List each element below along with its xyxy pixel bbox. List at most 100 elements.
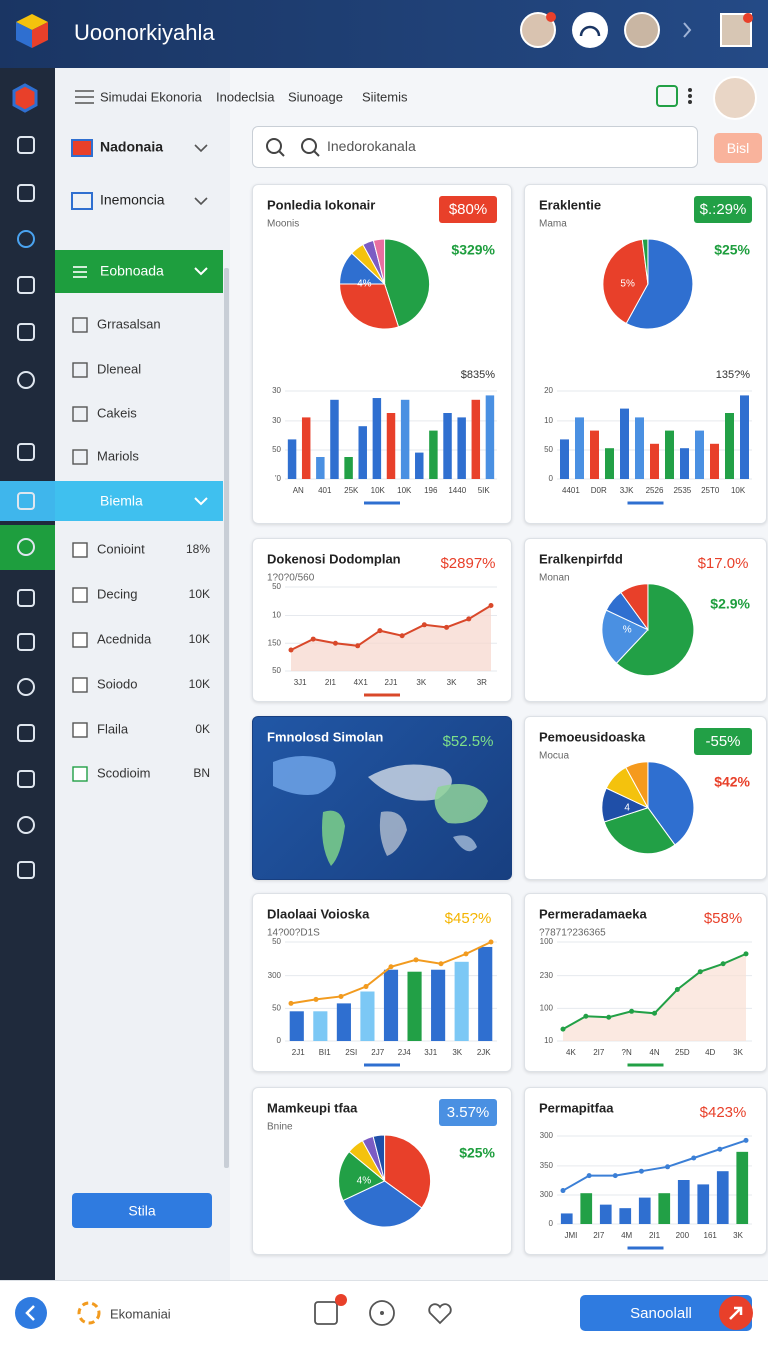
checkbox[interactable] (72, 722, 88, 738)
link-label[interactable]: Dleneal (97, 361, 141, 376)
dropdown-label[interactable]: Nadonaia (100, 139, 163, 155)
bar (383, 969, 399, 1041)
rail-icon[interactable] (17, 371, 35, 389)
x-tick-label: 4401 (562, 486, 580, 495)
logo (32, 22, 48, 48)
user-avatar[interactable] (713, 76, 757, 120)
check-label: Scodioim (97, 765, 150, 780)
checkbox[interactable] (72, 677, 88, 693)
bottom-icon[interactable] (369, 1300, 395, 1326)
rail-logo[interactable] (12, 83, 38, 113)
avatar[interactable] (624, 12, 660, 48)
x-tick-label: 3JK (620, 486, 634, 495)
rail-icon[interactable] (17, 816, 35, 834)
link-label[interactable]: Mariols (97, 448, 139, 463)
bar (658, 1193, 671, 1224)
card[interactable]: Mamkeupi tfaa Bnine 3.57% $25% 4% (252, 1087, 512, 1255)
card[interactable]: Permeradamaeka ?7871?236365 $58% 10 100 230 10… (524, 893, 767, 1072)
rail-icon[interactable] (17, 633, 35, 651)
bottom-icon[interactable] (314, 1301, 338, 1325)
x-tick-label: 3R (477, 678, 487, 687)
bar (736, 1151, 749, 1224)
card[interactable]: Pemoeusidoaska Mocua -55% $42% 4 (524, 716, 767, 880)
card[interactable]: Permapitfaa $423% 0 300 350 300 JMI 2I7 4M 2I1 200… (524, 1087, 767, 1255)
card[interactable]: Ponledia Iokonair Moonis $80% $329% 4% $835% '… (252, 184, 512, 524)
x-tick-label: ?N (622, 1048, 632, 1057)
x-tick-label: JMI (564, 1231, 577, 1240)
panel-button[interactable] (72, 1193, 212, 1228)
line-point (720, 961, 726, 967)
back-button[interactable] (15, 1297, 47, 1329)
x-tick-label: D0R (591, 486, 607, 495)
rail-icon[interactable] (17, 678, 35, 696)
card-title: Eralkenpirfdd (539, 551, 623, 566)
x-tick-label: AN (293, 486, 304, 495)
badge-text: $17.0% (698, 555, 749, 572)
rail-icon[interactable] (17, 724, 35, 742)
active-item[interactable] (55, 481, 223, 521)
y-tick-label: 50 (272, 937, 281, 946)
line-area (563, 953, 746, 1041)
menu-dot[interactable] (688, 88, 692, 92)
badge-text: $80% (449, 201, 487, 218)
badge-text: $52.5% (443, 733, 494, 750)
bar (599, 1204, 612, 1224)
badge-text: -55% (705, 733, 740, 750)
profile-button[interactable] (572, 12, 608, 48)
nav-tab[interactable]: Inodeclsia (216, 89, 275, 104)
chevron[interactable] (683, 22, 692, 38)
checkbox[interactable] (72, 587, 88, 603)
card[interactable]: Dokenosi Dodomplan 1?0?0/560 $2897% 50 150 10… (252, 538, 512, 702)
y-tick-label: 300 (540, 1131, 554, 1140)
dropdown-icon (71, 192, 93, 210)
bar (443, 413, 452, 479)
card-subtitle: Mama (539, 219, 567, 230)
pie-label: 4% (357, 1176, 372, 1187)
map-region (368, 764, 452, 801)
x-tick-label: 3K (416, 678, 426, 687)
checkbox[interactable] (72, 542, 88, 558)
checkbox[interactable] (72, 632, 88, 648)
rail-icon[interactable] (17, 136, 35, 154)
link-label[interactable]: Grrasalsan (97, 316, 161, 331)
logo (16, 22, 32, 48)
check-value: 0K (195, 722, 210, 736)
search-box[interactable]: Inedorokanala (252, 126, 698, 168)
pie-slice (641, 238, 649, 285)
toolbar-icon[interactable] (656, 85, 678, 107)
like-icon[interactable] (428, 1303, 452, 1325)
nav-tab[interactable]: Siunoage (288, 89, 343, 104)
rail-icon[interactable] (17, 589, 35, 607)
check-value: 10K (189, 587, 210, 601)
avatar[interactable] (520, 12, 556, 48)
rail-icon[interactable] (17, 323, 35, 341)
rail-active (0, 525, 55, 570)
rail-icon[interactable] (17, 230, 35, 248)
bar (330, 399, 339, 479)
card-subtitle: Mocua (539, 751, 569, 762)
pie-label: 4 (624, 802, 630, 813)
nav-tab[interactable]: Simudai Ekonoria (100, 89, 203, 104)
line-point (606, 1014, 612, 1020)
x-tick-label: 25T0 (701, 486, 720, 495)
card[interactable]: Eraklentie Mama $.:29% $25% 5% 135?% 0 50 10 20 44… (524, 184, 767, 524)
rail-icon[interactable] (17, 492, 35, 510)
card-title: Permapitfaa (539, 1100, 614, 1115)
rail-icon[interactable] (17, 538, 35, 556)
rail-icon[interactable] (17, 276, 35, 294)
primary-button[interactable] (580, 1295, 752, 1331)
rail-icon[interactable] (17, 861, 35, 879)
rail-icon[interactable] (17, 184, 35, 202)
rail-icon[interactable] (17, 443, 35, 461)
pie-slice (620, 583, 649, 632)
checkbox[interactable] (72, 766, 88, 782)
rail-icon[interactable] (17, 770, 35, 788)
card[interactable]: Dlaolaai Voioska 14?00?D1S $45?% 0 50 300 50 2J… (252, 893, 512, 1072)
nav-tab[interactable]: Siitemis (362, 89, 408, 104)
line-point (586, 1173, 592, 1179)
link-label[interactable]: Cakeis (97, 405, 137, 420)
search-button[interactable]: Bisl (714, 133, 762, 163)
dropdown-label[interactable]: Inemoncia (100, 192, 165, 208)
card[interactable]: Fmnolosd Simolan $52.5% (252, 716, 512, 880)
card[interactable]: Eralkenpirfdd Monan $17.0% $2.9%% (524, 538, 767, 702)
